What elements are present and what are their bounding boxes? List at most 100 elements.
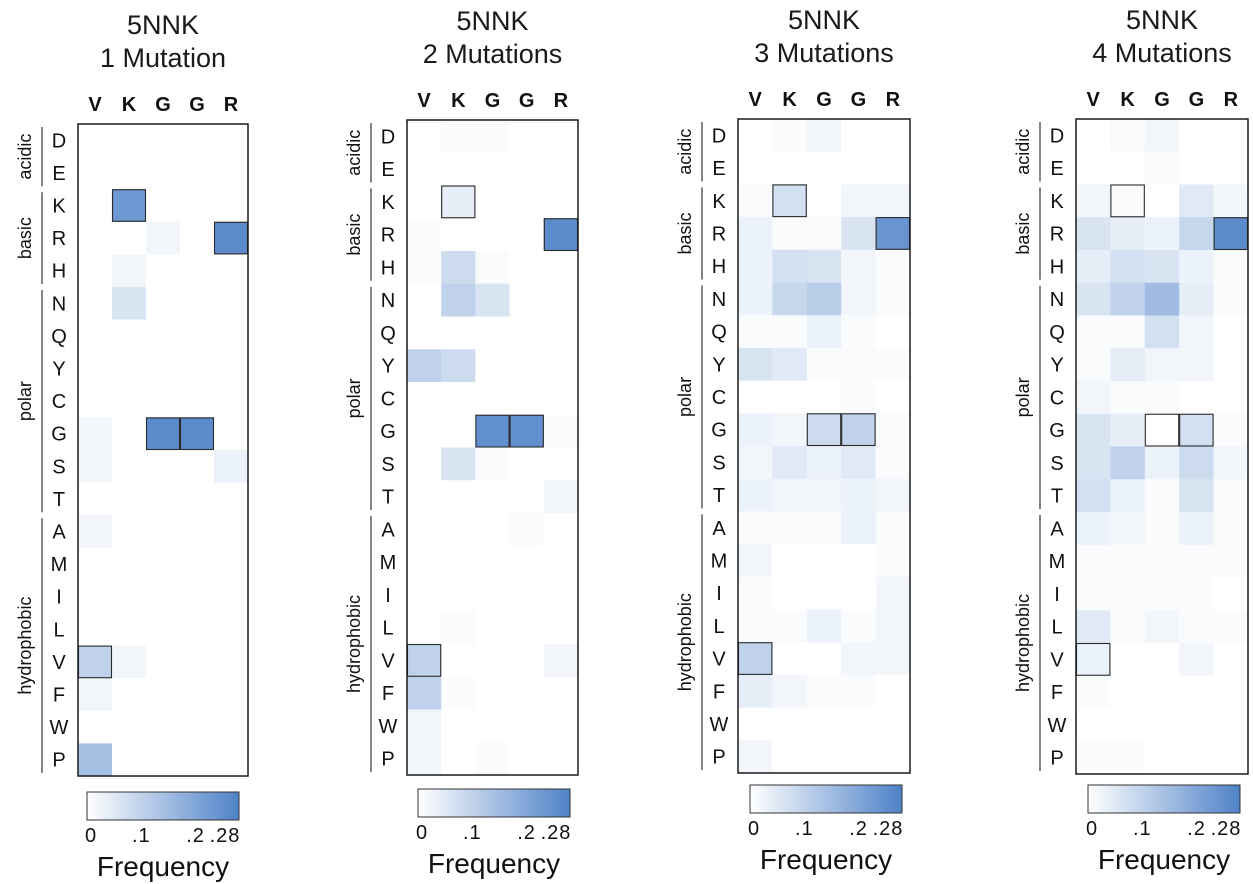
heatmap-cell xyxy=(1179,675,1214,709)
heatmap-cell xyxy=(772,576,808,610)
group-label: basic xyxy=(15,217,35,259)
heatmap-cell xyxy=(806,347,842,381)
row-label: H xyxy=(712,256,726,278)
heatmap-cell xyxy=(407,152,442,186)
heatmap-cell xyxy=(841,249,876,283)
heatmap-cell xyxy=(1213,315,1249,349)
heatmap-cell xyxy=(875,609,911,643)
heatmap-cell xyxy=(1076,741,1111,775)
heatmap-cell xyxy=(875,184,911,218)
heatmap-cell xyxy=(1110,282,1146,316)
heatmap-cell xyxy=(1076,512,1111,546)
row-label: V xyxy=(1050,649,1064,671)
heatmap-cell xyxy=(543,349,579,383)
heatmap-cell xyxy=(1179,151,1214,185)
heatmap-cell xyxy=(1179,315,1214,349)
row-label: G xyxy=(380,421,396,443)
heatmap-cell xyxy=(407,349,442,383)
heatmap-cell xyxy=(1179,282,1214,316)
heatmap-cell xyxy=(112,287,147,320)
heatmap-cell xyxy=(146,515,181,549)
heatmap-cell xyxy=(806,446,842,480)
heatmap-cell xyxy=(1179,610,1214,644)
row-label: R xyxy=(381,225,395,247)
heatmap-cell xyxy=(112,254,147,288)
row-label: R xyxy=(52,228,66,250)
heatmap-cell xyxy=(146,189,181,223)
heatmap-cell xyxy=(78,124,113,157)
heatmap-cell xyxy=(1076,544,1111,578)
row-label: K xyxy=(1050,191,1064,213)
heatmap-cell xyxy=(1213,675,1249,709)
heatmap-cell xyxy=(146,710,181,744)
heatmap-cell xyxy=(1076,119,1111,153)
heatmap-cell xyxy=(806,674,842,708)
heatmap-cell xyxy=(1213,282,1249,316)
heatmap-cell xyxy=(407,578,442,612)
heatmap-cell xyxy=(738,674,773,708)
colorbar-label: Frequency xyxy=(1098,844,1230,875)
heatmap-cell xyxy=(146,613,181,646)
heatmap-cell xyxy=(78,319,113,353)
heatmap-cell xyxy=(407,545,442,579)
row-label: S xyxy=(712,452,725,474)
heatmap-cell xyxy=(1179,577,1214,611)
wildtype-cell xyxy=(1144,413,1180,447)
wildtype-cell xyxy=(112,189,147,223)
wildtype-outline xyxy=(441,185,476,219)
heatmap-cell xyxy=(772,119,808,153)
heatmap-frame xyxy=(77,123,249,777)
heatmap-cell xyxy=(475,218,510,252)
heatmap-cell xyxy=(78,743,113,777)
row-label: A xyxy=(381,519,395,541)
row-label: S xyxy=(381,454,394,476)
heatmap-cell xyxy=(738,119,773,153)
row-label: D xyxy=(1050,125,1064,147)
heatmap-cell xyxy=(475,316,510,350)
heatmap-cell xyxy=(509,611,545,645)
heatmap-cell xyxy=(1144,348,1180,382)
heatmap-cell xyxy=(1213,413,1249,447)
row-label: V xyxy=(52,652,66,674)
row-label: N xyxy=(381,290,395,312)
heatmap-cell xyxy=(112,515,147,549)
heatmap-cell xyxy=(407,283,442,317)
heatmap-cell xyxy=(806,380,842,414)
row-label: D xyxy=(381,126,395,148)
heatmap-cell xyxy=(1110,610,1146,644)
panel-title: 5NNK xyxy=(788,5,860,35)
row-label: Q xyxy=(51,326,67,348)
heatmap-cell xyxy=(543,742,579,776)
heatmap-cell xyxy=(180,352,215,386)
heatmap-cell xyxy=(112,580,147,614)
heatmap-cell xyxy=(146,352,181,386)
heatmap-cell xyxy=(1144,184,1180,218)
heatmap-cell xyxy=(475,283,510,317)
heatmap-cell xyxy=(78,450,113,483)
wildtype-outline xyxy=(475,414,510,448)
heatmap-cell xyxy=(1110,741,1146,775)
heatmap-cell xyxy=(1144,577,1180,611)
row-label: P xyxy=(381,749,394,771)
row-label: K xyxy=(381,192,395,214)
heatmap-cell xyxy=(806,151,842,185)
colorbar xyxy=(86,791,240,821)
heatmap-cell xyxy=(841,380,876,414)
heatmap-cell xyxy=(180,678,215,712)
heatmap-cell xyxy=(1110,577,1146,611)
row-label: F xyxy=(53,685,65,707)
heatmap-cell xyxy=(180,710,215,744)
heatmap-frame xyxy=(1075,118,1249,775)
group-label: polar xyxy=(1013,377,1033,417)
heatmap-cell xyxy=(180,156,215,190)
row-label: M xyxy=(1049,551,1066,573)
heatmap-cell xyxy=(214,287,249,320)
heatmap-cell xyxy=(146,254,181,288)
row-label: C xyxy=(52,391,66,413)
heatmap-cell xyxy=(772,707,808,741)
column-label: G xyxy=(519,90,535,112)
heatmap-cell xyxy=(214,547,249,581)
wildtype-cell xyxy=(475,414,510,448)
heatmap-cell xyxy=(146,319,181,353)
